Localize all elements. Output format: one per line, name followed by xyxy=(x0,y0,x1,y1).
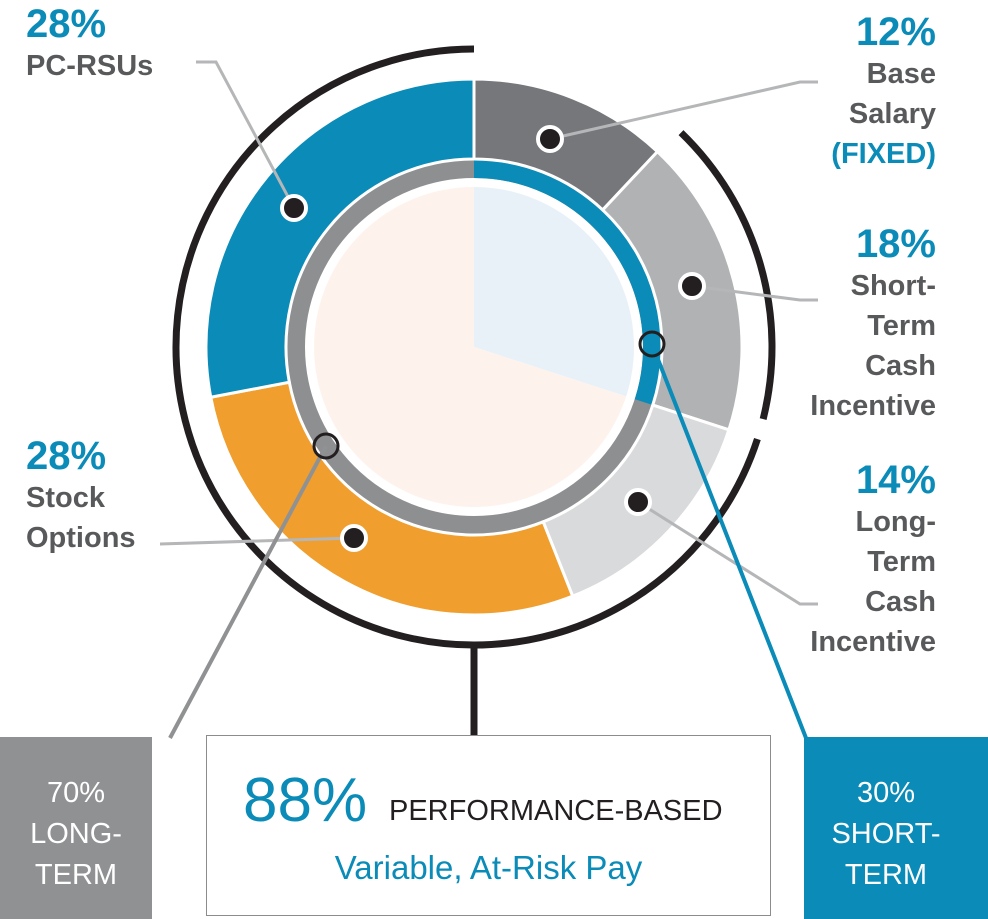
marker-long-term-ring xyxy=(312,432,340,460)
short-term-box: 30% SHORT- TERM xyxy=(804,737,988,919)
donut-segment-4 xyxy=(204,77,476,399)
short-term-cash-line-3: Cash xyxy=(865,350,936,382)
segment-markers xyxy=(280,125,706,552)
donut-segment-3 xyxy=(208,380,575,617)
base-salary-fixed-note: (FIXED) xyxy=(831,138,936,170)
performance-subtitle: Variable, At-Risk Pay xyxy=(334,849,643,886)
long-term-cash-line-3: Cash xyxy=(865,586,936,618)
long-term-box: 70% LONG- TERM xyxy=(0,737,152,919)
short-term-cash-line-2: Term xyxy=(867,310,936,342)
pc-rsus-name: PC-RSUs xyxy=(26,50,154,82)
long-term-box-text: 70% LONG- TERM xyxy=(0,773,152,896)
leader-pc-rsus xyxy=(196,60,296,209)
leader-lines xyxy=(159,60,818,739)
performance-pct: 88% xyxy=(243,766,368,835)
short-term-cash-line-1: Short- xyxy=(850,270,936,302)
short-term-line-2: TERM xyxy=(844,859,928,891)
long-term-cash-line-2: Term xyxy=(867,546,936,578)
bracket-arcs xyxy=(172,45,776,735)
leader-long-term-cash xyxy=(637,500,818,606)
inner-pie-slice-1 xyxy=(314,187,627,507)
short-term-cash-pct: 18% xyxy=(855,222,936,266)
inner-ring-short-term-arc xyxy=(473,160,661,405)
short-term-line-1: SHORT- xyxy=(831,818,941,850)
stock-options-pct: 28% xyxy=(26,434,107,478)
inner-pie-slice-0 xyxy=(474,187,634,397)
long-term-cash-line-1: Long- xyxy=(855,506,936,538)
marker-long-term-cash xyxy=(624,488,652,516)
marker-short-term-cash xyxy=(678,272,706,300)
label-short-term-cash: 18% Short- Term Cash Incentive xyxy=(810,222,936,426)
short-term-bracket-arc xyxy=(678,130,776,420)
long-term-line-1: LONG- xyxy=(30,818,122,850)
inner-pie xyxy=(287,160,661,534)
stock-options-line-2: Options xyxy=(26,522,136,554)
stock-options-line-1: Stock xyxy=(26,482,105,514)
leader-long-term-box xyxy=(168,445,328,739)
donut-segments xyxy=(204,77,744,617)
short-term-cash-line-4: Incentive xyxy=(810,390,936,422)
marker-base-salary xyxy=(536,125,564,153)
marker-short-term-ring xyxy=(638,330,666,358)
base-salary-pct: 12% xyxy=(855,10,936,54)
marker-pc-rsus xyxy=(280,194,308,222)
long-term-bracket-arc xyxy=(172,45,761,649)
long-term-pct: 70% xyxy=(46,777,106,809)
label-long-term-cash: 14% Long- Term Cash Incentive xyxy=(810,458,936,662)
performance-label: PERFORMANCE-BASED xyxy=(389,795,723,827)
long-term-cash-line-4: Incentive xyxy=(810,626,936,658)
short-term-pct: 30% xyxy=(856,777,916,809)
pc-rsus-pct: 28% xyxy=(26,2,107,46)
label-pc-rsus: 28% PC-RSUs xyxy=(26,2,153,86)
label-base-salary: 12% Base Salary (FIXED) xyxy=(831,10,936,174)
leader-short-term-cash xyxy=(691,284,818,302)
marker-stock-options xyxy=(340,524,368,552)
long-term-cash-pct: 14% xyxy=(855,458,936,502)
leader-short-term-box xyxy=(650,343,808,739)
leader-base-salary xyxy=(549,80,818,141)
label-stock-options: 28% Stock Options xyxy=(26,434,136,558)
base-salary-line-2: Salary xyxy=(848,98,936,130)
leader-stock-options xyxy=(159,536,355,546)
base-salary-line-1: Base xyxy=(866,58,936,90)
short-term-box-text: 30% SHORT- TERM xyxy=(826,773,946,896)
performance-box: 88% PERFORMANCE-BASED Variable, At-Risk … xyxy=(206,735,771,916)
long-term-line-2: TERM xyxy=(34,859,118,891)
